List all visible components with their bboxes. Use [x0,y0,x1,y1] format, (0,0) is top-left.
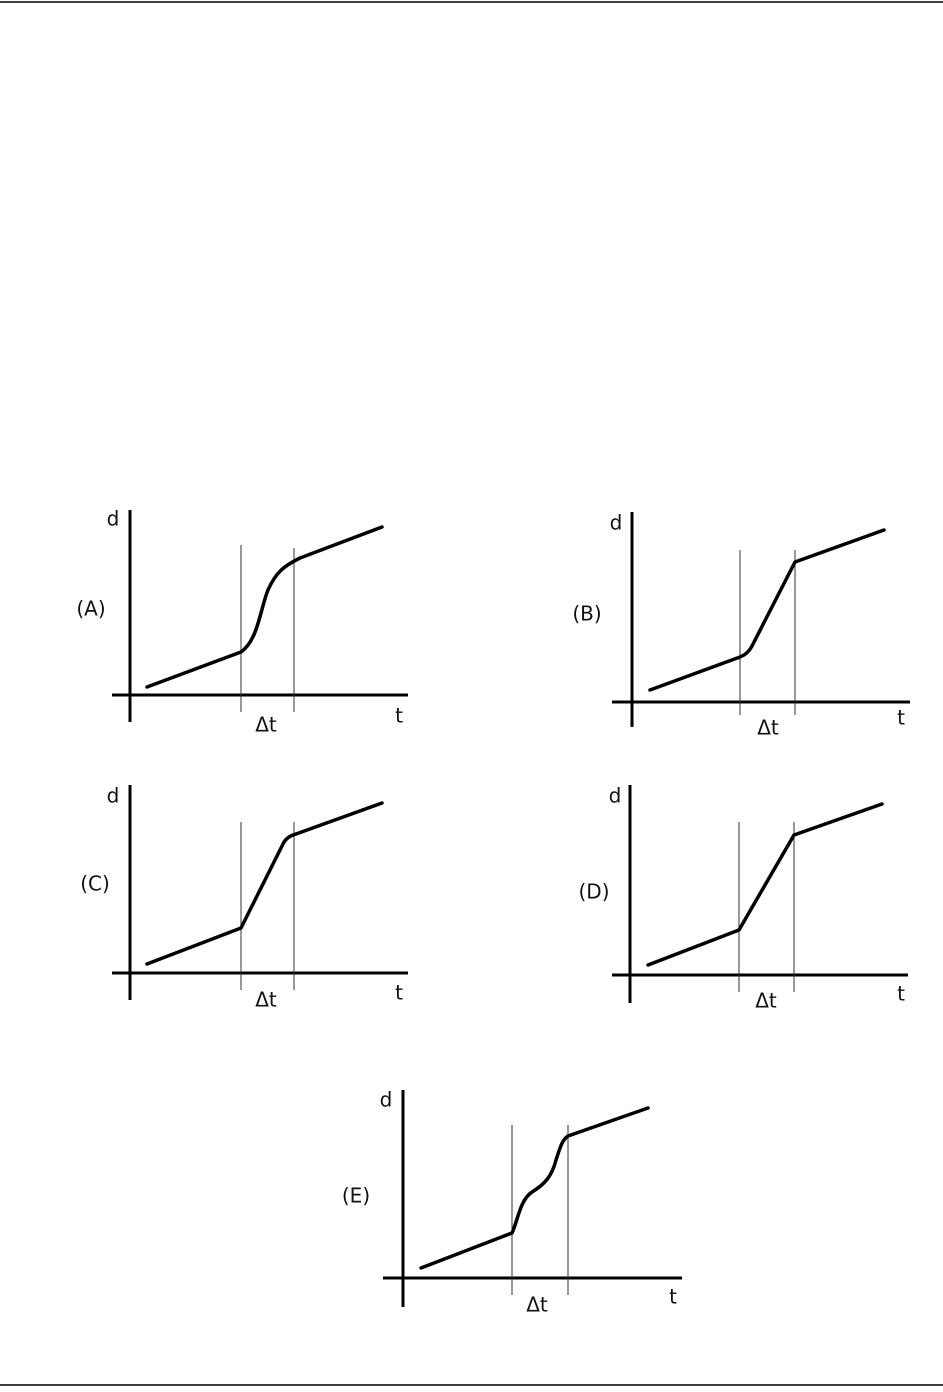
x-axis-label: t [395,704,403,728]
graph-c: d t Δt (C) [80,784,408,1012]
graph-label: (B) [572,602,601,626]
graph-label: (C) [80,872,110,896]
curve [145,801,384,966]
interval-label: Δt [755,989,777,1013]
curve [145,525,384,689]
curve [646,802,884,967]
interval-label: Δt [255,988,277,1012]
graph-label: (D) [578,880,609,904]
interval-label: Δt [526,1293,548,1317]
graph-d: d t Δt (D) [578,784,908,1013]
x-axis-label: t [897,982,905,1006]
x-axis-label: t [669,1285,677,1309]
curve [419,1106,650,1270]
interval-label: Δt [255,713,277,737]
y-axis-label: d [380,1088,393,1112]
y-axis-label: d [610,511,623,535]
graph-label: (E) [342,1184,370,1208]
y-axis-label: d [107,784,120,808]
interval-label: Δt [757,716,779,740]
graph-e: d t Δt (E) [342,1088,682,1317]
curve [648,528,886,692]
graph-b: d t Δt (B) [572,511,910,740]
graph-label: (A) [76,597,105,621]
graph-a: d t Δt (A) [76,507,408,737]
y-axis-label: d [609,784,622,808]
y-axis-label: d [107,507,120,531]
x-axis-label: t [395,981,403,1005]
x-axis-label: t [897,706,905,730]
